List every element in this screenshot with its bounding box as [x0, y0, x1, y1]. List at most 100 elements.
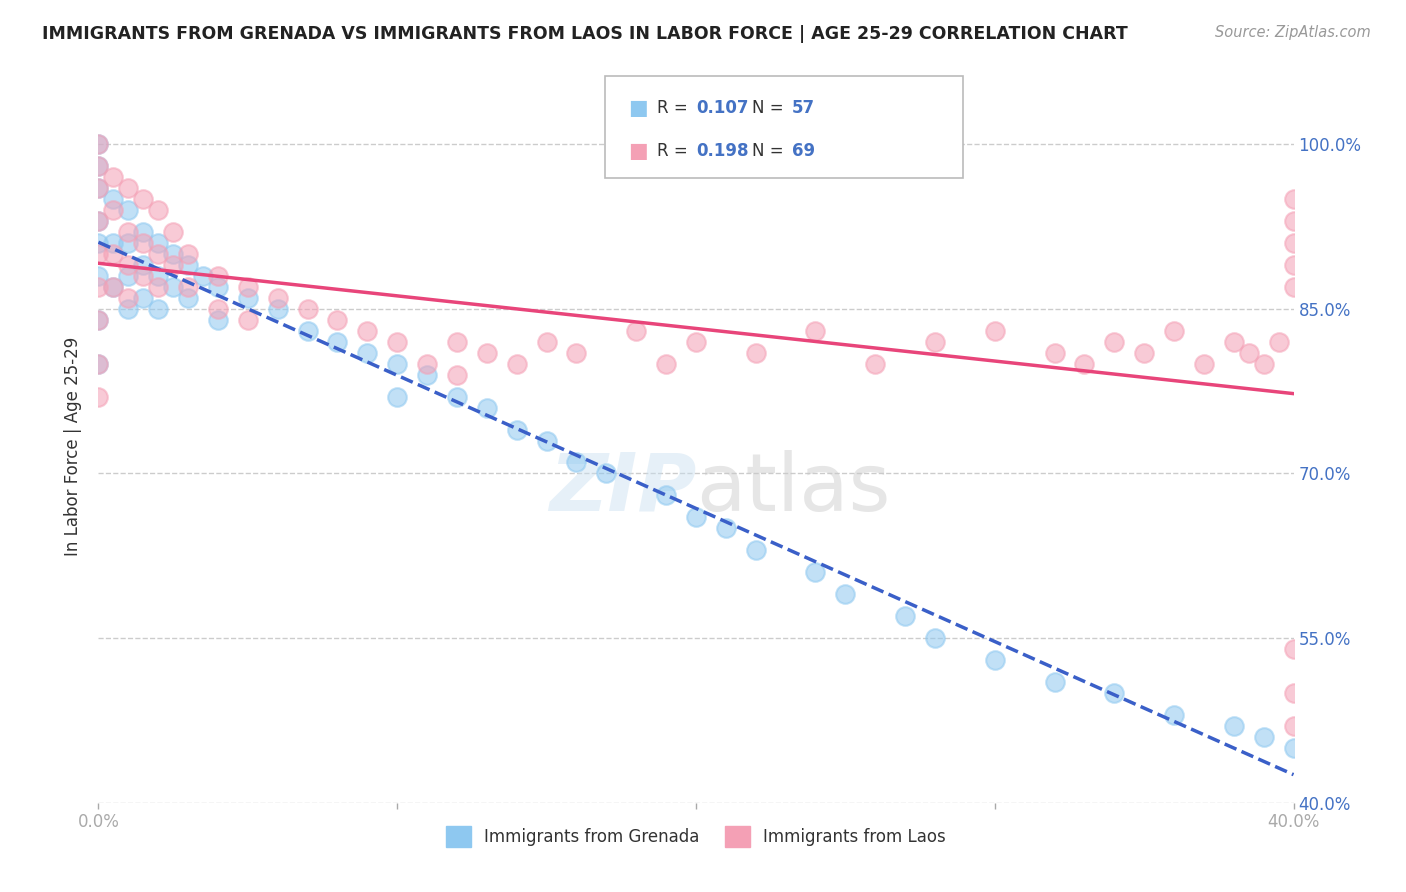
Y-axis label: In Labor Force | Age 25-29: In Labor Force | Age 25-29	[65, 336, 83, 556]
Point	[506, 357, 529, 371]
Text: 0.107: 0.107	[696, 99, 748, 117]
Point	[103, 169, 125, 184]
Point	[1043, 675, 1066, 690]
Point	[148, 247, 170, 261]
Point	[87, 357, 110, 371]
Point	[117, 202, 139, 217]
Point	[924, 334, 946, 349]
Point	[103, 280, 125, 294]
Point	[565, 455, 588, 469]
Text: R =: R =	[657, 142, 693, 160]
Text: 57: 57	[792, 99, 814, 117]
Point	[117, 258, 139, 272]
Text: ZIP: ZIP	[548, 450, 696, 528]
Point	[87, 390, 110, 404]
Point	[1237, 345, 1260, 359]
Point	[1073, 357, 1095, 371]
Point	[207, 268, 229, 283]
Text: N =: N =	[752, 99, 789, 117]
Point	[132, 225, 155, 239]
Point	[865, 357, 887, 371]
Point	[1267, 334, 1289, 349]
Point	[87, 312, 110, 326]
Point	[87, 268, 110, 283]
Point	[132, 268, 155, 283]
Point	[236, 291, 259, 305]
Point	[177, 280, 200, 294]
Point	[1104, 334, 1126, 349]
Point	[267, 291, 290, 305]
Point	[714, 521, 737, 535]
Point	[984, 324, 1007, 338]
Text: ■: ■	[628, 141, 648, 161]
Point	[117, 225, 139, 239]
Point	[1282, 740, 1305, 755]
Point	[87, 214, 110, 228]
Point	[1192, 357, 1215, 371]
Point	[745, 345, 768, 359]
Point	[1282, 214, 1305, 228]
Text: Source: ZipAtlas.com: Source: ZipAtlas.com	[1215, 25, 1371, 40]
Point	[745, 543, 768, 558]
Point	[804, 324, 827, 338]
Point	[326, 334, 349, 349]
Point	[1282, 280, 1305, 294]
Point	[326, 312, 349, 326]
Point	[103, 235, 125, 250]
Point	[87, 181, 110, 195]
Point	[595, 467, 617, 481]
Point	[356, 324, 378, 338]
Point	[1253, 357, 1275, 371]
Point	[236, 280, 259, 294]
Point	[177, 291, 200, 305]
Point	[1253, 730, 1275, 744]
Point	[87, 357, 110, 371]
Point	[984, 653, 1007, 667]
Point	[103, 247, 125, 261]
Point	[655, 357, 678, 371]
Point	[103, 202, 125, 217]
Point	[416, 368, 439, 382]
Point	[685, 510, 707, 524]
Point	[385, 390, 409, 404]
Point	[162, 225, 184, 239]
Point	[1282, 235, 1305, 250]
Point	[103, 280, 125, 294]
Point	[87, 214, 110, 228]
Point	[475, 401, 498, 415]
Point	[894, 609, 917, 624]
Point	[1223, 334, 1246, 349]
Point	[446, 390, 468, 404]
Text: IMMIGRANTS FROM GRENADA VS IMMIGRANTS FROM LAOS IN LABOR FORCE | AGE 25-29 CORRE: IMMIGRANTS FROM GRENADA VS IMMIGRANTS FR…	[42, 25, 1128, 43]
Point	[236, 312, 259, 326]
Point	[834, 587, 856, 601]
Point	[162, 280, 184, 294]
Point	[416, 357, 439, 371]
Point	[117, 235, 139, 250]
Text: atlas: atlas	[696, 450, 890, 528]
Point	[446, 368, 468, 382]
Point	[1282, 642, 1305, 657]
Text: ■: ■	[628, 98, 648, 118]
Point	[87, 235, 110, 250]
Point	[804, 566, 827, 580]
Text: 0.198: 0.198	[696, 142, 748, 160]
Point	[132, 258, 155, 272]
Point	[297, 324, 319, 338]
Point	[132, 291, 155, 305]
Point	[297, 301, 319, 316]
Point	[1223, 719, 1246, 733]
Point	[117, 301, 139, 316]
Point	[1133, 345, 1156, 359]
Point	[87, 181, 110, 195]
Point	[132, 235, 155, 250]
Point	[87, 159, 110, 173]
Point	[207, 280, 229, 294]
Point	[148, 301, 170, 316]
Point	[177, 247, 200, 261]
Legend: Immigrants from Grenada, Immigrants from Laos: Immigrants from Grenada, Immigrants from…	[437, 818, 955, 855]
Point	[162, 258, 184, 272]
Point	[1163, 324, 1185, 338]
Point	[148, 268, 170, 283]
Point	[177, 258, 200, 272]
